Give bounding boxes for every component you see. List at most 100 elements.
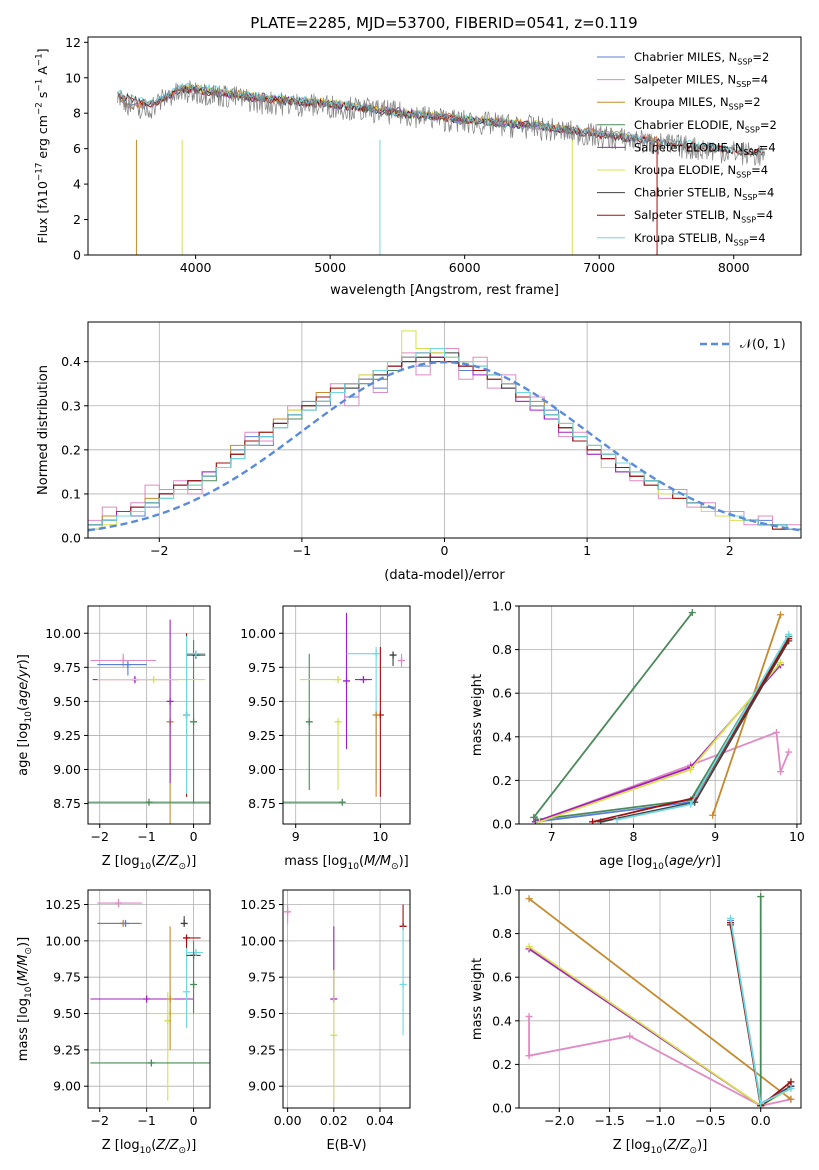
plot-content (117, 80, 766, 255)
label-part: SSP (737, 57, 752, 66)
legend-label: Chabrier MILES, NSSP=2 (634, 50, 769, 66)
point-marker (359, 676, 367, 684)
plot-content (88, 619, 210, 824)
y-tick-label: 9.00 (248, 762, 276, 777)
point-marker (709, 811, 717, 819)
y-tick-label: 0.4 (492, 1013, 512, 1028)
y-tick-label: 0 (73, 248, 81, 263)
y-axis-label: Flux [fλ10−17 erg cm−2 s−1 A−1] (34, 48, 50, 243)
point-marker (119, 657, 127, 664)
point-marker (785, 630, 793, 638)
axis-frame: 7 8 9 10 0.0 0.2 0.4 0.6 0.8 1.0 (492, 599, 805, 845)
point-marker (115, 899, 122, 907)
x-axis-label: Z [log10(Z/Z⊙)] (102, 1138, 197, 1156)
label-part: −17 (34, 163, 44, 181)
plot-area (88, 37, 801, 255)
label-part: Salpeter ELODIE, N (634, 140, 744, 154)
axes-massweight_vs_Z: −2.0 −1.5 −1.0 −0.5 0.0 0.0 0.2 0.4 0.6 0.8 1.0 Z [… (470, 883, 802, 1156)
axes-frame (87, 36, 802, 256)
label-part: ] (35, 48, 50, 53)
y-tick-label: 9.25 (248, 728, 276, 743)
weight-line (532, 611, 694, 819)
label-part: age [log (16, 723, 31, 776)
y-tick-label: 0.8 (492, 642, 512, 657)
point-marker (777, 659, 785, 667)
y-axis-label: Normed distribution (36, 365, 51, 495)
x-tick-label: 9 (292, 829, 300, 844)
weight-line (711, 614, 782, 816)
label-part: )] (186, 1138, 196, 1153)
y-tick-label: 10.25 (240, 897, 276, 912)
label-part: age/yr (16, 663, 31, 706)
normal-curve (88, 360, 801, 532)
x-tick-label: 8000 (718, 260, 750, 275)
y-tick-label: 10.25 (45, 897, 81, 912)
label-part: Chabrier ELODIE, N (634, 118, 745, 132)
y-tick-label: 9.50 (53, 694, 81, 709)
label-part: 10 (347, 862, 359, 872)
legend-label: Salpeter ELODIE, NSSP=4 (634, 140, 776, 156)
label-part: ( (16, 981, 31, 986)
label-part: 10 (24, 986, 34, 998)
point-marker (192, 650, 200, 658)
point-marker (305, 718, 313, 726)
label-part: Z/Z (155, 1138, 179, 1153)
point-marker (166, 995, 174, 1003)
point-marker (589, 818, 597, 824)
label-part: =2 (752, 50, 769, 64)
figure-title: PLATE=2285, MJD=53700, FIBERID=0541, z=0… (250, 14, 637, 32)
label-part: )] (697, 1138, 707, 1153)
x-axis-label: Z [log10(Z/Z⊙)] (102, 854, 197, 872)
axes-residuals: −2 −1 0 1 2 0.0 0.1 0.2 0.3 0.4 (data-model)/error… (36, 321, 802, 583)
label-part: ⊙ (391, 862, 399, 872)
point-marker (772, 728, 780, 736)
point-marker (787, 1095, 795, 1103)
axes-spectrum: 4000 5000 6000 7000 8000 0 2 4 6 8 10 12 wavelength … (34, 35, 802, 298)
y-tick-label: 0.2 (61, 442, 81, 457)
point-marker (183, 988, 191, 996)
label-part: erg cm (35, 115, 50, 163)
label-part: )] (16, 937, 31, 947)
point-marker (338, 798, 346, 806)
y-tick-label: 0.0 (61, 531, 81, 546)
label-part: SSP (734, 238, 749, 247)
x-tick-label: 2 (726, 543, 734, 558)
label-part: ( (151, 854, 156, 869)
y-tick-label: 8 (73, 106, 81, 121)
x-tick-label: 10 (789, 829, 805, 844)
label-part: Z [log (102, 1138, 140, 1153)
point-marker (124, 661, 132, 669)
x-tick-label: 0.04 (366, 1113, 394, 1128)
label-part: SSP (744, 148, 759, 157)
y-tick-label: 9.75 (53, 660, 81, 675)
y-axis-label: mass weight (470, 958, 485, 1040)
point-marker (122, 919, 130, 927)
label-part: =2 (760, 118, 777, 132)
label-part: SSP (729, 103, 744, 112)
label-part: Flux [f (35, 204, 50, 244)
label-part: =2 (744, 95, 761, 109)
axis-frame: −2 −1 0 8.75 9.00 9.25 9.50 9.75 10.00 (45, 605, 211, 844)
point-marker (687, 766, 695, 773)
legend-label: Kroupa MILES, NSSP=2 (634, 95, 761, 111)
point-marker (687, 800, 695, 808)
label-part: ⊙ (24, 947, 34, 955)
y-tick-label: 0.4 (492, 729, 512, 744)
legend-label: Salpeter STELIB, NSSP=4 (634, 208, 773, 224)
point-marker (190, 980, 198, 988)
point-marker (727, 914, 734, 922)
label-part: 10 (652, 862, 664, 872)
point-marker (190, 718, 198, 726)
x-tick-label: 6000 (449, 260, 481, 275)
label-part: A (35, 66, 50, 79)
axes-mass_vs_ebv: 0.00 0.02 0.04 9.00 9.25 9.50 9.75 10.00 10.25 E(… (240, 889, 411, 1153)
point-marker (372, 711, 380, 719)
point-marker (777, 611, 785, 619)
x-axis-label: mass [log10(M/M⊙)] (284, 854, 408, 872)
x-tick-label: −2.0 (544, 1113, 574, 1128)
y-tick-label: 9.75 (248, 970, 276, 985)
label-part: ( (359, 854, 364, 869)
y-tick-label: 1.0 (492, 883, 512, 898)
point-marker (787, 1084, 795, 1092)
label-part: Kroupa ELODIE, N (634, 163, 736, 177)
